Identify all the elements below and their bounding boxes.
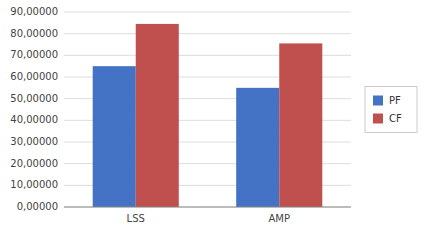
x-axis-line <box>64 207 351 208</box>
y-tick-label: 80,00000 <box>10 28 58 39</box>
x-tick-label: AMP <box>269 213 291 224</box>
chart: 0,00000 10,00000 20,00000 30,00000 40,00000 5… <box>0 0 425 233</box>
bar <box>93 66 136 207</box>
bars <box>93 24 323 207</box>
legend-swatch <box>373 114 383 124</box>
y-tick-label: 20,00000 <box>10 158 58 169</box>
legend-label: CF <box>389 113 402 124</box>
legend-frame <box>365 87 417 133</box>
y-tick-label: 70,00000 <box>10 49 58 60</box>
legend-swatch <box>373 96 383 106</box>
grid-line <box>64 33 351 34</box>
y-grid <box>64 12 351 207</box>
legend: PF CF <box>365 87 417 133</box>
y-tick-label: 60,00000 <box>10 71 58 82</box>
y-tick-label: 10,00000 <box>10 179 58 190</box>
y-tick-label: 50,00000 <box>10 93 58 104</box>
y-tick-label: 40,00000 <box>10 114 58 125</box>
x-tick-label: LSS <box>127 213 145 224</box>
grid-line <box>64 207 351 208</box>
bar <box>136 24 179 207</box>
y-tick-label: 90,00000 <box>10 6 58 17</box>
y-tick-label: 0,00000 <box>17 201 58 212</box>
legend-label: PF <box>389 95 401 106</box>
grid-line <box>64 12 351 13</box>
y-tick-label: 30,00000 <box>10 136 58 147</box>
bar <box>236 88 279 207</box>
bar <box>279 43 322 207</box>
